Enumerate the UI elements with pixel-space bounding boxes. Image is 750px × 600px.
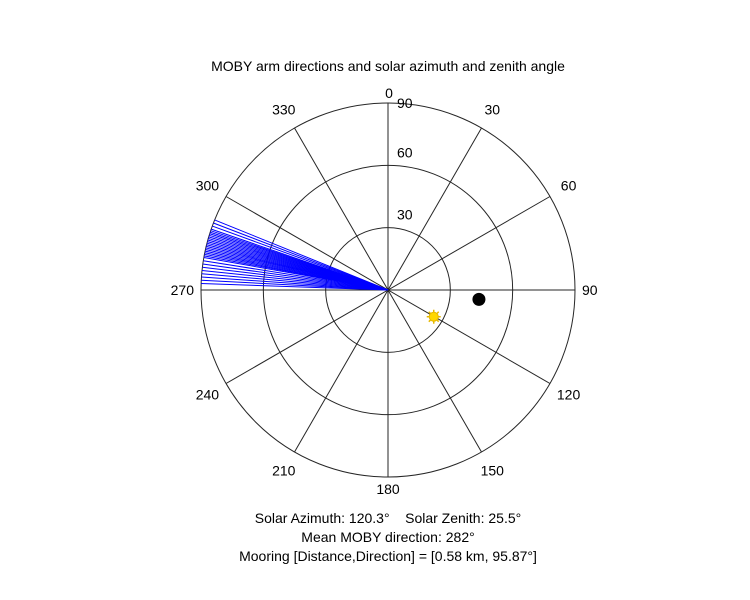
arm-line-1 (201, 279, 389, 291)
markers (426, 292, 486, 324)
arm-line-2 (201, 276, 389, 291)
r-tick-label-90: 90 (397, 95, 413, 111)
sun-marker (426, 309, 441, 324)
mean-direction-caption: Mean MOBY direction: 282° (301, 529, 474, 545)
moby-arm-lines (201, 219, 389, 291)
sun-disc (428, 311, 439, 322)
theta-tick-label-0: 0 (385, 85, 393, 101)
arm-line-29 (214, 219, 389, 291)
theta-tick-label-120: 120 (557, 386, 581, 402)
arm-line-27 (212, 225, 389, 291)
theta-tick-label-180: 180 (376, 481, 400, 497)
theta-tick-label-30: 30 (484, 101, 500, 117)
theta-tick-label-150: 150 (481, 463, 505, 479)
arm-line-28 (213, 222, 389, 291)
r-tick-label-60: 60 (397, 144, 413, 160)
solar-caption: Solar Azimuth: 120.3° Solar Zenith: 25.5… (255, 510, 521, 526)
theta-tick-label-90: 90 (582, 282, 598, 298)
arm-line-5 (202, 266, 389, 291)
arm-line-7 (203, 260, 389, 291)
theta-tick-label-300: 300 (196, 178, 220, 194)
r-tick-label-30: 30 (397, 207, 413, 223)
chart-title: MOBY arm directions and solar azimuth an… (211, 58, 565, 74)
theta-tick-label-60: 60 (561, 178, 577, 194)
r-tick-labels: 30 60 90 (397, 95, 413, 223)
theta-tick-label-210: 210 (272, 463, 296, 479)
arm-line-4 (201, 269, 389, 291)
mooring-caption: Mooring [Distance,Direction] = [0.58 km,… (239, 548, 537, 564)
theta-tick-label-240: 240 (196, 386, 220, 402)
mooring-marker (472, 292, 486, 306)
arm-line-26 (211, 228, 389, 291)
theta-tick-label-330: 330 (272, 101, 296, 117)
theta-tick-labels: 0 30 60 90 120 150 180 210 240 270 300 330 (171, 85, 598, 497)
arm-line-6 (202, 263, 389, 291)
theta-tick-label-270: 270 (171, 282, 195, 298)
arm-line-0 (201, 282, 389, 291)
arm-line-3 (201, 273, 389, 291)
